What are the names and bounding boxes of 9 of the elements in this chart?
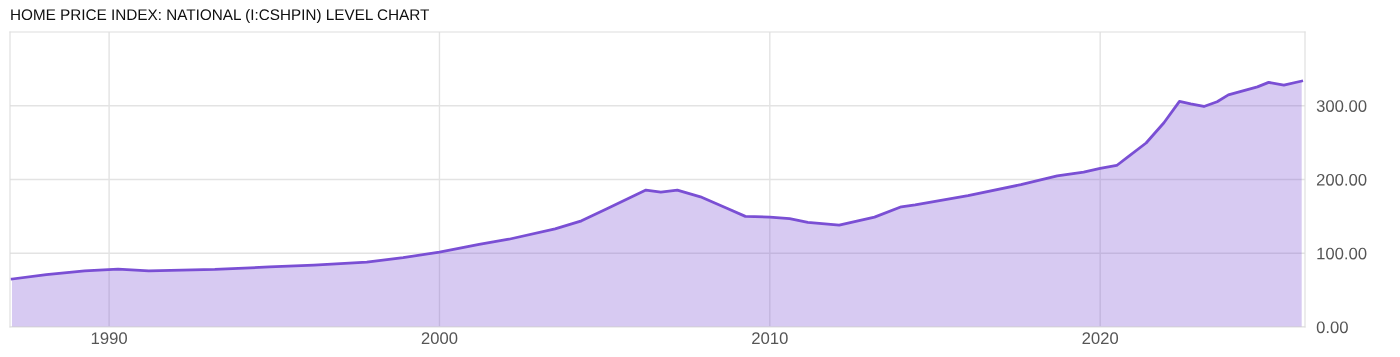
y-tick-label: 100.00 — [1317, 247, 1367, 260]
x-tick-label: 2010 — [752, 332, 788, 345]
x-tick-label: 1990 — [91, 332, 127, 345]
y-tick-label: 300.00 — [1316, 100, 1367, 112]
y-tick-label: 200.00 — [1316, 173, 1367, 186]
chart-title: HOME PRICE INDEX: NATIONAL (I:CSHPIN) LEVEL CHART — [11, 8, 430, 24]
y-tick-label: 0.00 — [1316, 321, 1348, 334]
x-tick-label: 2000 — [421, 332, 458, 345]
x-tick-label: 2020 — [1082, 332, 1119, 345]
